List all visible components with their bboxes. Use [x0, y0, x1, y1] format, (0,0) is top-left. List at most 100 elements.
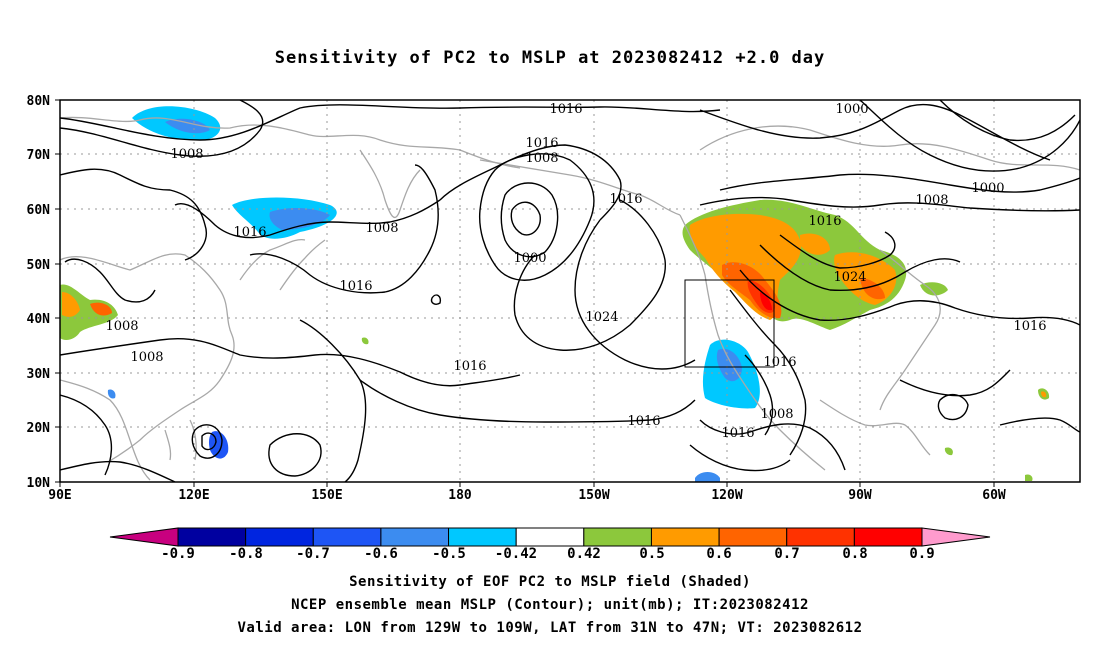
contour-line — [938, 395, 968, 420]
coastline-siberia — [60, 117, 520, 168]
contour-line — [511, 202, 540, 235]
colorbar-label: 0.42 — [567, 546, 601, 562]
positive-patch — [362, 337, 369, 344]
colorbar-label: -0.9 — [161, 546, 195, 562]
lat-label: 50N — [27, 258, 51, 273]
contour-line — [60, 395, 111, 475]
negative-patch — [209, 431, 228, 458]
colorbar-label: -0.5 — [432, 546, 466, 562]
contour-label: 1024 — [585, 310, 618, 325]
contour-label: 1008 — [105, 319, 138, 334]
contour-label: 1016 — [609, 192, 642, 207]
colorbar-box — [516, 528, 584, 546]
contour-label: 1008 — [170, 147, 203, 162]
coastline-southeast-asia — [60, 380, 150, 480]
colorbar-box — [381, 528, 449, 546]
contour-label: 1000 — [513, 251, 546, 266]
contour-line — [940, 100, 1075, 140]
longitude-labels: 90E 120E 150E 180 150W 120W 90W 60W — [48, 488, 1006, 503]
caption-line-2: NCEP ensemble mean MSLP (Contour); unit(… — [0, 597, 1100, 613]
colorbar-box — [787, 528, 855, 546]
contour-label: 1016 — [721, 426, 754, 441]
contour-line — [60, 169, 206, 260]
coastline-gulf — [820, 400, 930, 455]
lat-label: 70N — [27, 148, 51, 163]
colorbar-box — [584, 528, 652, 546]
contour-label: 1008 — [760, 407, 793, 422]
lat-label: 20N — [27, 421, 51, 436]
lon-label: 90E — [48, 488, 71, 503]
positive-patch — [1025, 474, 1033, 481]
contour-label: 1016 — [549, 102, 582, 117]
positive-patch — [945, 447, 953, 455]
latitude-labels: 80N 70N 60N 50N 40N 30N 20N 10N — [27, 94, 51, 491]
caption-line-1: Sensitivity of EOF PC2 to MSLP field (Sh… — [0, 574, 1100, 590]
colorbar-label: 0.7 — [774, 546, 799, 562]
contour-label: 1016 — [1013, 319, 1046, 334]
colorbar-box — [178, 528, 246, 546]
colorbar-label: -0.8 — [229, 546, 263, 562]
colorbar: -0.9 -0.8 -0.7 -0.6 -0.5 -0.42 0.42 0.5 … — [110, 528, 990, 562]
contour-line — [432, 295, 441, 304]
colorbar-box — [854, 528, 922, 546]
contour-label: 1016 — [233, 225, 266, 240]
coastline-kamchatka — [360, 150, 420, 217]
colorbar-label: 0.6 — [706, 546, 731, 562]
coastline-philippines — [165, 420, 196, 460]
colorbar-label: 0.5 — [639, 546, 664, 562]
colorbar-boxes — [178, 528, 922, 546]
lat-label: 40N — [27, 312, 51, 327]
contour-label: 1008 — [130, 350, 163, 365]
caption-line-3: Valid area: LON from 129W to 109W, LAT f… — [0, 620, 1100, 636]
contour-line — [1000, 418, 1080, 432]
negative-patch — [108, 389, 116, 398]
colorbar-label: 0.8 — [842, 546, 867, 562]
lat-label: 30N — [27, 367, 51, 382]
contour-line — [690, 445, 790, 471]
negative-patch — [695, 472, 720, 482]
colorbar-low-end — [110, 528, 178, 546]
colorbar-label: -0.7 — [296, 546, 330, 562]
colorbar-label: -0.6 — [364, 546, 398, 562]
lon-label: 150W — [578, 488, 609, 503]
contour-line — [300, 320, 366, 482]
contour-line — [720, 174, 1080, 192]
lon-label: 180 — [448, 488, 472, 503]
contour-label: 1024 — [833, 270, 866, 285]
colorbar-box — [313, 528, 381, 546]
lon-label: 120E — [178, 488, 209, 503]
contour-line — [60, 462, 175, 482]
colorbar-box — [651, 528, 719, 546]
contour-label: 1000 — [835, 102, 868, 117]
contour-label: 1016 — [453, 359, 486, 374]
colorbar-labels: -0.9 -0.8 -0.7 -0.6 -0.5 -0.42 0.42 0.5 … — [161, 546, 935, 562]
colorbar-label: 0.9 — [909, 546, 934, 562]
lat-label: 60N — [27, 203, 51, 218]
contour-label: 1016 — [763, 355, 796, 370]
contour-label: 1000 — [971, 181, 1004, 196]
map-figure: 1016 1000 1008 1016 1008 1008 1016 1016 … — [0, 0, 1100, 650]
lon-label: 120W — [711, 488, 742, 503]
contour-line — [60, 339, 520, 386]
contour-line — [860, 100, 1080, 171]
contour-label: 1016 — [525, 136, 558, 151]
lon-label: 150E — [311, 488, 342, 503]
contour-label: 1016 — [627, 414, 660, 429]
colorbar-high-end — [922, 528, 990, 546]
contour-label: 1008 — [915, 193, 948, 208]
contour-label: 1016 — [808, 214, 841, 229]
coastline-korea-japan — [240, 240, 325, 290]
lon-label: 90W — [848, 488, 872, 503]
contour-line — [501, 183, 557, 257]
lat-label: 80N — [27, 94, 51, 109]
colorbar-box — [719, 528, 787, 546]
lon-label: 60W — [982, 488, 1006, 503]
contour-label: 1008 — [525, 151, 558, 166]
colorbar-label: -0.42 — [495, 546, 537, 562]
contour-line — [269, 434, 321, 476]
contour-label: 1016 — [339, 279, 372, 294]
contour-line — [514, 200, 665, 350]
colorbar-box — [246, 528, 314, 546]
colorbar-box — [449, 528, 517, 546]
contour-label: 1008 — [365, 221, 398, 236]
